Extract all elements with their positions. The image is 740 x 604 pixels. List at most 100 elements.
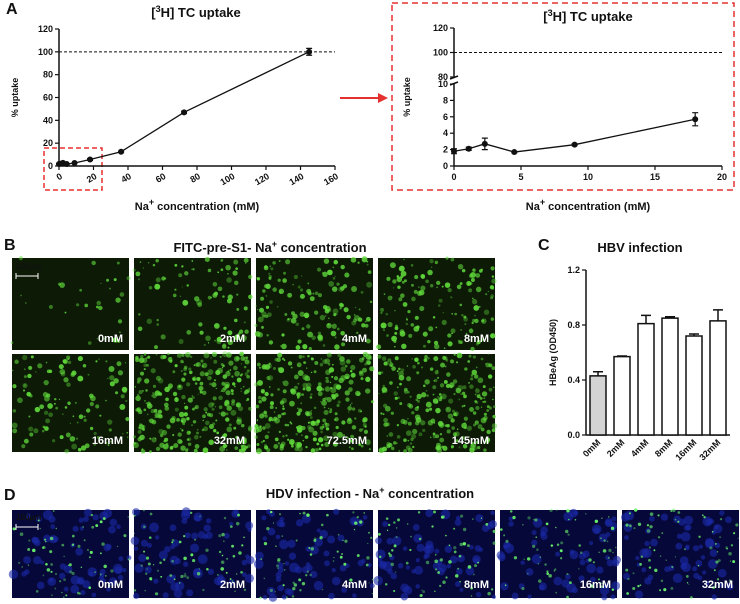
signal xyxy=(282,434,285,438)
signal xyxy=(228,360,234,366)
signal xyxy=(75,437,79,440)
y-tick-label: 0.8 xyxy=(567,320,580,330)
bar xyxy=(589,375,607,436)
nucleus xyxy=(405,565,411,570)
signal xyxy=(215,419,218,422)
nucleus xyxy=(425,540,434,549)
rich-text: HDV infection - Na+ concentration xyxy=(266,485,474,501)
signal xyxy=(154,412,160,419)
y-tick-label: 10 xyxy=(438,79,448,89)
signal xyxy=(176,417,180,422)
nucleus xyxy=(531,539,538,546)
signal xyxy=(133,589,137,592)
micrograph xyxy=(376,256,497,351)
signal xyxy=(314,291,319,296)
superscript: 3 xyxy=(156,4,161,14)
signal xyxy=(210,377,212,379)
data-point xyxy=(63,161,70,168)
signal xyxy=(229,437,233,441)
signal xyxy=(339,307,342,310)
signal xyxy=(317,267,322,272)
nucleus xyxy=(279,521,286,528)
signal xyxy=(87,373,90,376)
signal xyxy=(62,359,68,365)
signal xyxy=(298,578,302,582)
y-tick-label: 2 xyxy=(443,145,448,155)
signal xyxy=(443,356,448,361)
signal xyxy=(109,375,115,381)
signal xyxy=(364,362,368,366)
image-label: 0mM xyxy=(98,333,123,345)
nucleus xyxy=(140,539,148,547)
signal xyxy=(333,556,335,559)
signal xyxy=(28,415,31,418)
signal xyxy=(473,423,477,427)
signal xyxy=(204,256,210,263)
signal xyxy=(415,398,419,402)
signal xyxy=(264,391,269,397)
nucleus xyxy=(233,510,238,515)
signal xyxy=(418,432,423,437)
nucleus xyxy=(472,555,481,564)
nucleus xyxy=(171,574,176,580)
y-tick-label: 100 xyxy=(433,48,448,58)
signal xyxy=(244,372,249,377)
signal xyxy=(469,384,474,389)
signal xyxy=(301,275,303,277)
signal xyxy=(458,554,462,558)
superscript: 3 xyxy=(548,8,553,18)
signal xyxy=(401,343,407,350)
signal xyxy=(432,385,437,390)
signal xyxy=(405,430,412,436)
signal xyxy=(266,526,270,531)
signal xyxy=(244,359,250,365)
signal xyxy=(225,412,229,416)
signal xyxy=(96,300,101,306)
nucleus xyxy=(508,516,514,522)
signal xyxy=(119,292,125,297)
signal xyxy=(320,358,323,360)
signal xyxy=(556,543,560,547)
signal xyxy=(12,527,16,531)
signal xyxy=(167,352,170,356)
image-label: 16mM xyxy=(580,579,611,591)
signal xyxy=(526,557,531,561)
signal xyxy=(483,415,488,421)
signal xyxy=(389,381,393,385)
signal xyxy=(247,425,253,431)
nucleus xyxy=(416,543,425,552)
signal xyxy=(455,439,459,443)
signal xyxy=(256,362,261,367)
signal xyxy=(89,426,94,431)
signal xyxy=(436,286,439,289)
nucleus xyxy=(133,592,140,600)
signal xyxy=(233,365,238,371)
signal xyxy=(266,334,269,337)
signal xyxy=(397,518,401,522)
signal xyxy=(409,395,412,398)
signal xyxy=(341,420,346,425)
nucleus xyxy=(108,577,118,586)
signal xyxy=(174,263,178,267)
signal xyxy=(365,359,371,365)
signal xyxy=(729,560,732,562)
signal xyxy=(205,548,209,552)
signal xyxy=(160,334,166,340)
signal xyxy=(471,369,478,376)
signal xyxy=(236,419,242,425)
signal xyxy=(268,276,272,280)
signal xyxy=(46,568,51,572)
signal xyxy=(244,262,247,264)
signal xyxy=(603,539,606,542)
signal xyxy=(351,425,357,430)
signal xyxy=(159,442,165,448)
nucleus xyxy=(154,535,160,540)
signal xyxy=(41,429,45,433)
signal xyxy=(394,309,396,312)
signal xyxy=(445,534,447,537)
signal xyxy=(491,278,497,284)
signal xyxy=(65,594,68,597)
signal xyxy=(172,293,177,298)
signal xyxy=(96,338,99,340)
signal xyxy=(98,305,103,311)
